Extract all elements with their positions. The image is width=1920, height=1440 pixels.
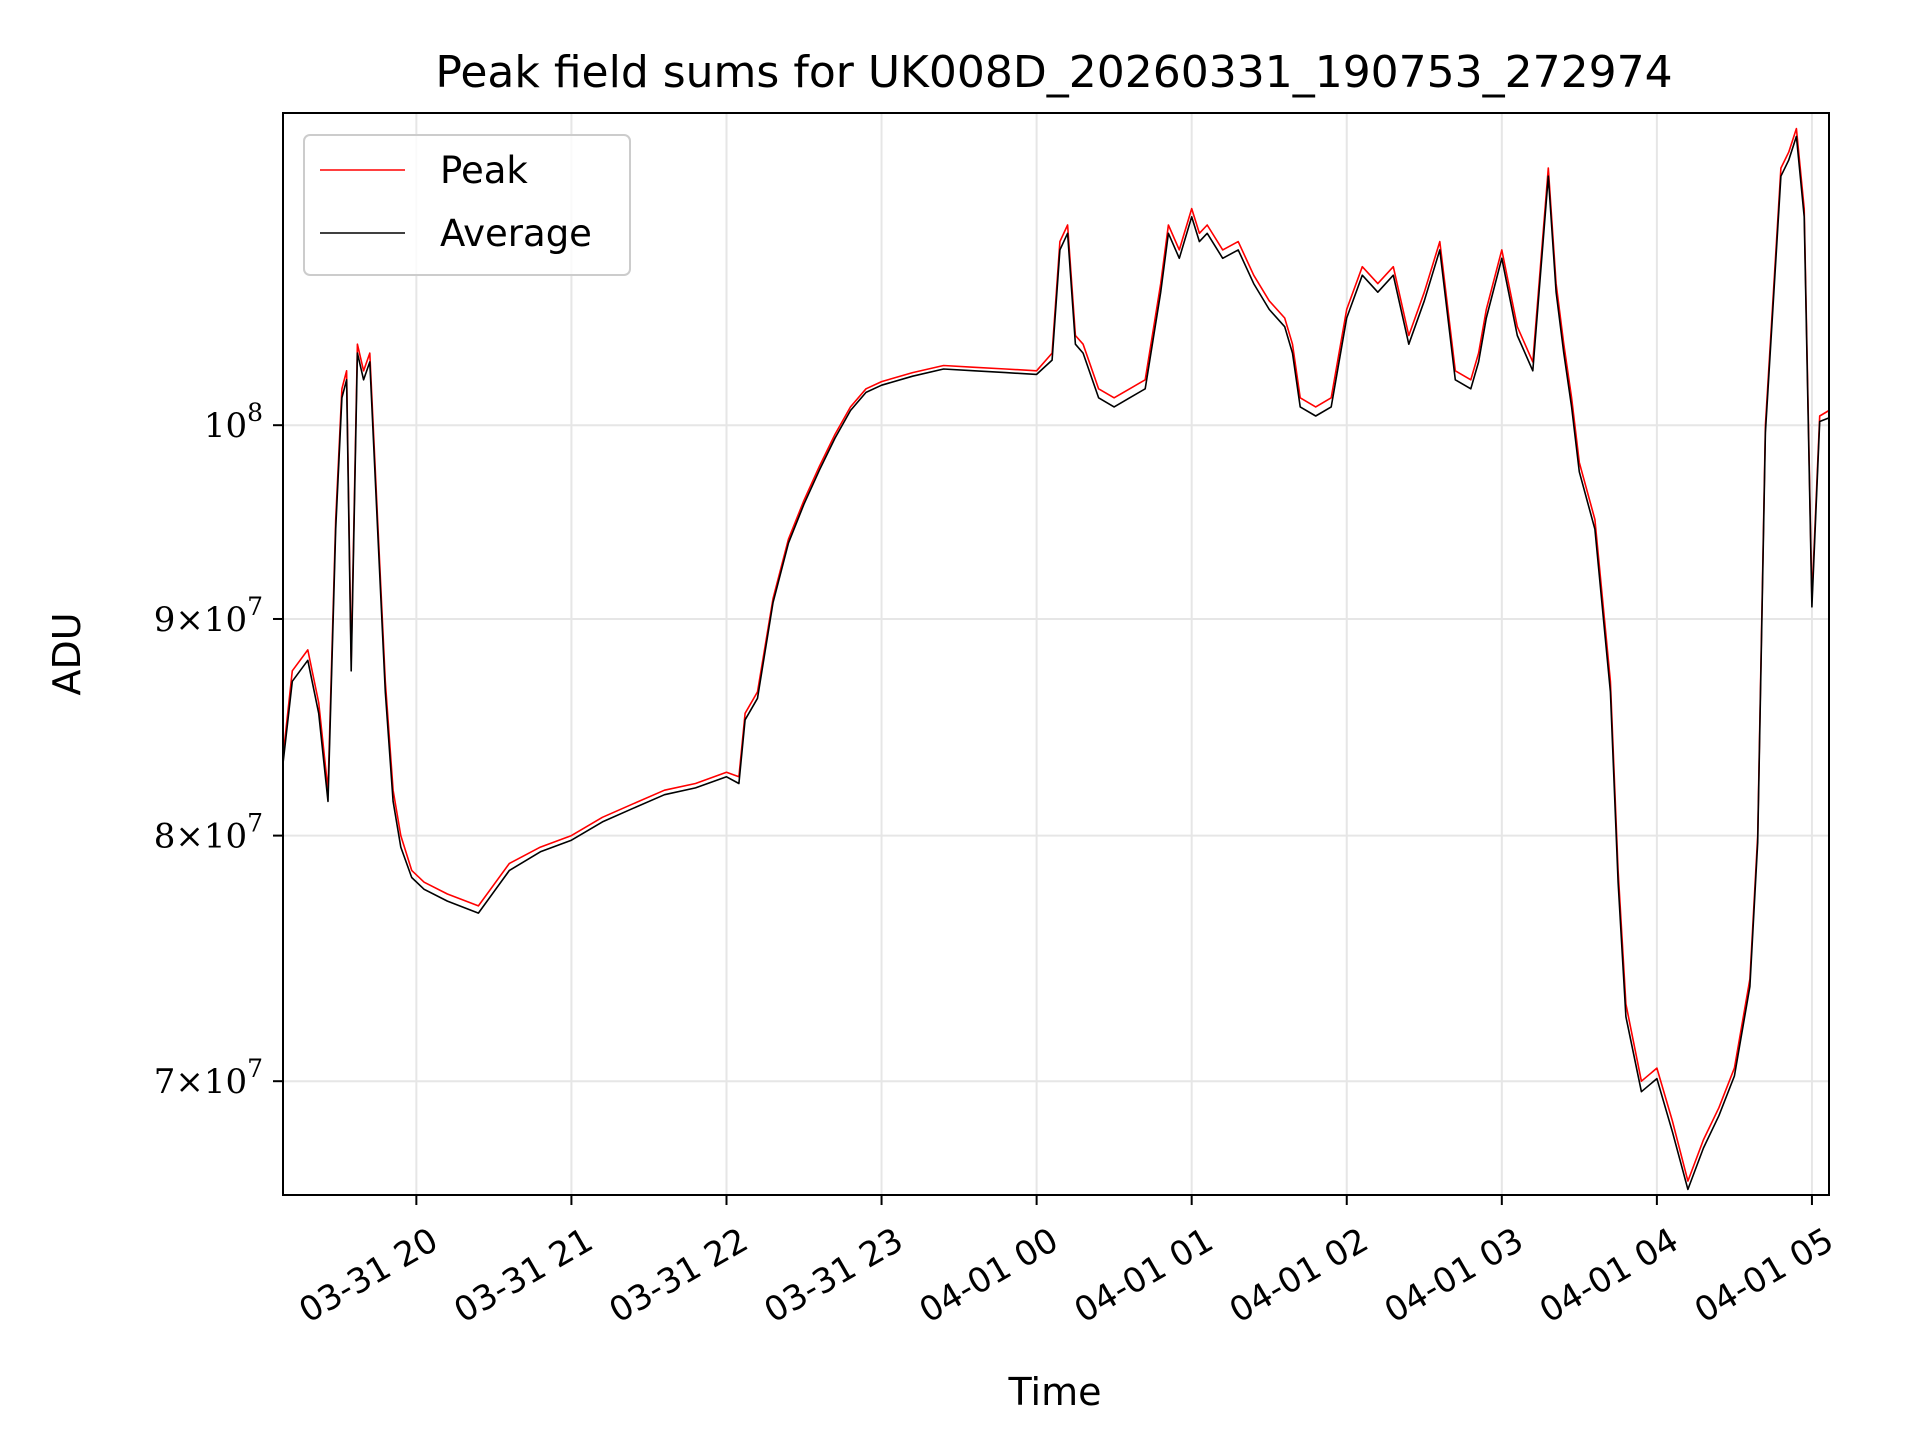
y-axis: 108 9×107 8×107 7×107 — [154, 398, 283, 1102]
legend: Peak Average — [303, 134, 631, 276]
series-layer — [282, 127, 1830, 1191]
legend-label-peak: Peak — [440, 149, 528, 192]
y-tick-label: 7×107 — [154, 1054, 263, 1102]
x-axis-label: Time — [1008, 1370, 1102, 1414]
chart-title: Peak field sums for UK008D_20260331_1907… — [435, 47, 1672, 98]
grid-layer — [283, 113, 1829, 1195]
legend-label-average: Average — [440, 212, 592, 255]
y-tick-label: 9×107 — [154, 592, 263, 640]
y-tick-label: 8×107 — [154, 809, 263, 857]
plot-frame — [282, 112, 1830, 1196]
series-line-average — [282, 135, 1830, 1191]
y-axis-label: ADU — [45, 612, 89, 695]
y-tick-label: 108 — [204, 398, 263, 446]
